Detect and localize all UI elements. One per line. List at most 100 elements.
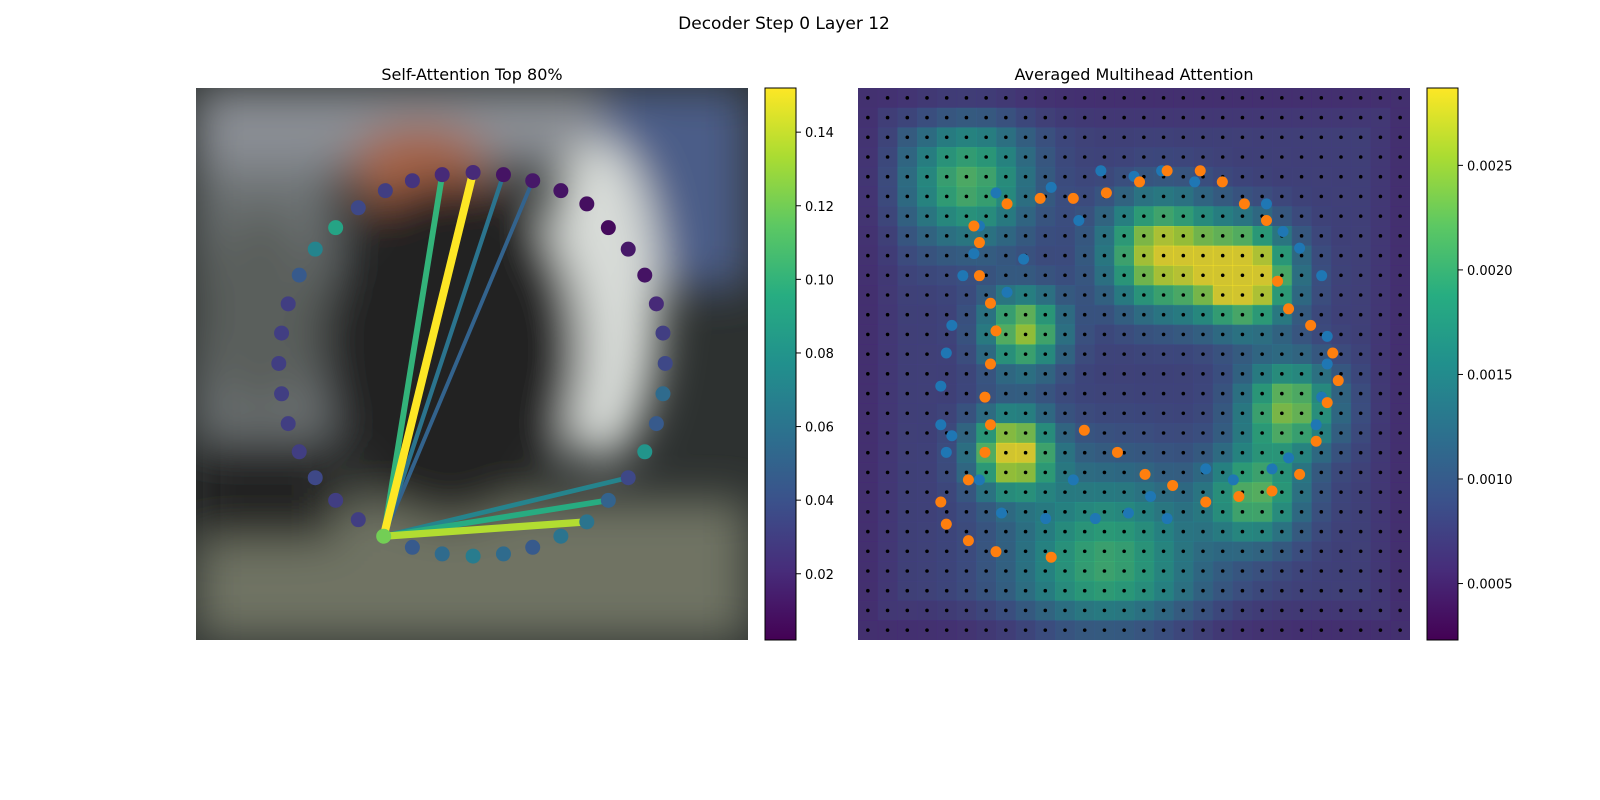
grid-dot bbox=[1122, 628, 1126, 632]
grid-dot bbox=[1082, 273, 1087, 278]
grid-dot bbox=[1280, 155, 1284, 159]
series-point bbox=[984, 419, 996, 431]
query-keypoint bbox=[376, 528, 392, 544]
series-point bbox=[990, 546, 1002, 558]
grid-dot bbox=[1378, 470, 1383, 475]
keypoint bbox=[620, 470, 636, 486]
grid-dot bbox=[1082, 411, 1087, 416]
left-colorbar: 0.02 0.04 0.06 0.08 0.10 0.12 0.14 bbox=[764, 87, 834, 641]
grid-dot bbox=[925, 115, 929, 120]
grid-dot bbox=[1358, 549, 1363, 554]
grid-dot bbox=[1023, 214, 1028, 218]
grid-dot bbox=[1378, 174, 1383, 179]
grid-dot bbox=[866, 411, 870, 416]
grid-dot bbox=[1142, 253, 1146, 258]
grid-dot bbox=[905, 628, 910, 632]
grid-dot bbox=[984, 431, 988, 435]
grid-dot bbox=[1299, 115, 1304, 120]
grid-dot bbox=[905, 115, 910, 120]
grid-dot bbox=[1142, 628, 1146, 632]
grid-dot bbox=[1201, 529, 1205, 534]
grid-dot bbox=[1102, 332, 1107, 337]
series-point bbox=[962, 474, 974, 486]
series-point bbox=[1327, 347, 1339, 359]
grid-dot bbox=[1122, 115, 1126, 120]
grid-dot bbox=[866, 214, 870, 218]
colorbar-tick-label: 0.0010 bbox=[1467, 473, 1513, 488]
grid-dot bbox=[1220, 608, 1225, 613]
grid-dot bbox=[1299, 253, 1304, 258]
grid-dot bbox=[1102, 352, 1107, 356]
grid-dot bbox=[1082, 490, 1087, 494]
attention-line bbox=[381, 173, 506, 537]
grid-dot bbox=[1063, 490, 1067, 494]
grid-dot bbox=[1082, 391, 1087, 396]
grid-dot bbox=[1142, 96, 1146, 100]
grid-dot bbox=[1161, 332, 1166, 337]
series-point bbox=[1189, 176, 1201, 188]
grid-dot bbox=[1102, 214, 1107, 218]
grid-dot bbox=[1240, 332, 1245, 337]
grid-dot bbox=[1240, 450, 1245, 455]
grid-dot bbox=[1043, 450, 1048, 455]
series-point bbox=[968, 248, 980, 260]
grid-dot bbox=[1201, 608, 1205, 613]
grid-dot bbox=[1142, 352, 1146, 356]
series-point bbox=[946, 430, 958, 442]
grid-dot bbox=[1023, 332, 1028, 337]
grid-dot bbox=[1201, 431, 1205, 435]
keypoint bbox=[553, 528, 569, 544]
grid-dot bbox=[1398, 529, 1402, 534]
grid-dot bbox=[1004, 411, 1008, 416]
grid-dot bbox=[866, 273, 870, 278]
series-point bbox=[962, 535, 974, 547]
grid-dot bbox=[1260, 352, 1264, 356]
grid-dot bbox=[1142, 411, 1146, 416]
grid-dot bbox=[866, 628, 870, 632]
grid-dot bbox=[1201, 194, 1205, 199]
grid-dot bbox=[1122, 253, 1126, 258]
grid-dot bbox=[1063, 115, 1067, 120]
grid-dot bbox=[866, 115, 870, 120]
grid-dot bbox=[925, 490, 929, 494]
series-point bbox=[1283, 452, 1295, 464]
grid-dot bbox=[1181, 293, 1186, 297]
series-point bbox=[940, 446, 952, 458]
grid-dot bbox=[1122, 293, 1126, 297]
grid-dot bbox=[1240, 194, 1245, 199]
grid-dot bbox=[1063, 608, 1067, 613]
grid-dot bbox=[1142, 588, 1146, 593]
grid-dot bbox=[1398, 510, 1402, 514]
grid-dot bbox=[905, 372, 910, 376]
grid-dot bbox=[1339, 490, 1343, 494]
grid-dot bbox=[866, 155, 870, 159]
series-point bbox=[935, 496, 947, 508]
series-point bbox=[1145, 490, 1157, 502]
grid-dot bbox=[1142, 115, 1146, 120]
grid-dot bbox=[964, 588, 969, 593]
grid-dot bbox=[885, 234, 890, 238]
grid-dot bbox=[1339, 174, 1343, 179]
grid-dot bbox=[1063, 510, 1067, 514]
grid-dot bbox=[905, 234, 910, 238]
grid-dot bbox=[1201, 490, 1205, 494]
keypoint bbox=[465, 548, 481, 564]
grid-dot bbox=[1161, 96, 1166, 100]
grid-dot bbox=[1023, 391, 1028, 396]
grid-dot bbox=[1161, 431, 1166, 435]
series-point bbox=[1161, 513, 1173, 525]
grid-dot bbox=[1220, 372, 1225, 376]
grid-dot bbox=[1082, 372, 1087, 376]
grid-dot bbox=[1358, 332, 1363, 337]
grid-dot bbox=[984, 135, 988, 140]
grid-dot bbox=[984, 352, 988, 356]
grid-dot bbox=[925, 96, 929, 100]
grid-dot bbox=[1339, 273, 1343, 278]
series-point bbox=[984, 297, 996, 309]
grid-dot bbox=[1299, 391, 1304, 396]
grid-dot bbox=[1004, 569, 1008, 573]
keypoint bbox=[274, 325, 290, 341]
grid-dot bbox=[1004, 332, 1008, 337]
grid-dot bbox=[1181, 411, 1186, 416]
grid-dot bbox=[1378, 312, 1383, 317]
